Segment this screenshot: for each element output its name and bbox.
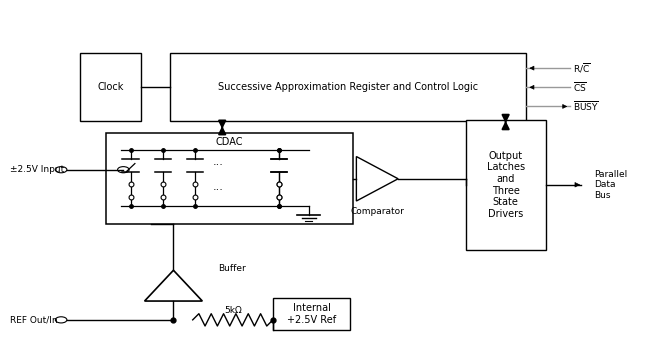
Text: Internal
+2.5V Ref: Internal +2.5V Ref (287, 303, 336, 325)
Bar (106, 133, 353, 224)
Text: CDAC: CDAC (216, 137, 244, 147)
Text: REF Out/In: REF Out/In (10, 315, 58, 324)
Text: Parallel
Data
Bus: Parallel Data Bus (594, 170, 627, 200)
Text: Comparator: Comparator (350, 207, 404, 216)
Text: ···: ··· (213, 186, 224, 195)
Text: $\overline{\rm BUSY}$: $\overline{\rm BUSY}$ (573, 99, 599, 113)
Bar (273, 298, 350, 330)
Text: Successive Approximation Register and Control Logic: Successive Approximation Register and Co… (218, 82, 478, 92)
Bar (466, 120, 546, 250)
Text: ±2.5V Input: ±2.5V Input (10, 165, 64, 174)
Text: R/$\overline{\rm C}$: R/$\overline{\rm C}$ (573, 61, 591, 75)
Text: ···: ··· (213, 160, 224, 170)
Text: Buffer: Buffer (218, 264, 246, 273)
Text: Clock: Clock (98, 82, 124, 92)
Text: Output
Latches
and
Three
State
Drivers: Output Latches and Three State Drivers (487, 151, 525, 219)
Text: 5kΩ: 5kΩ (224, 306, 242, 315)
Bar (81, 53, 141, 121)
Text: $\overline{\rm CS}$: $\overline{\rm CS}$ (573, 80, 588, 94)
Bar (170, 53, 527, 121)
